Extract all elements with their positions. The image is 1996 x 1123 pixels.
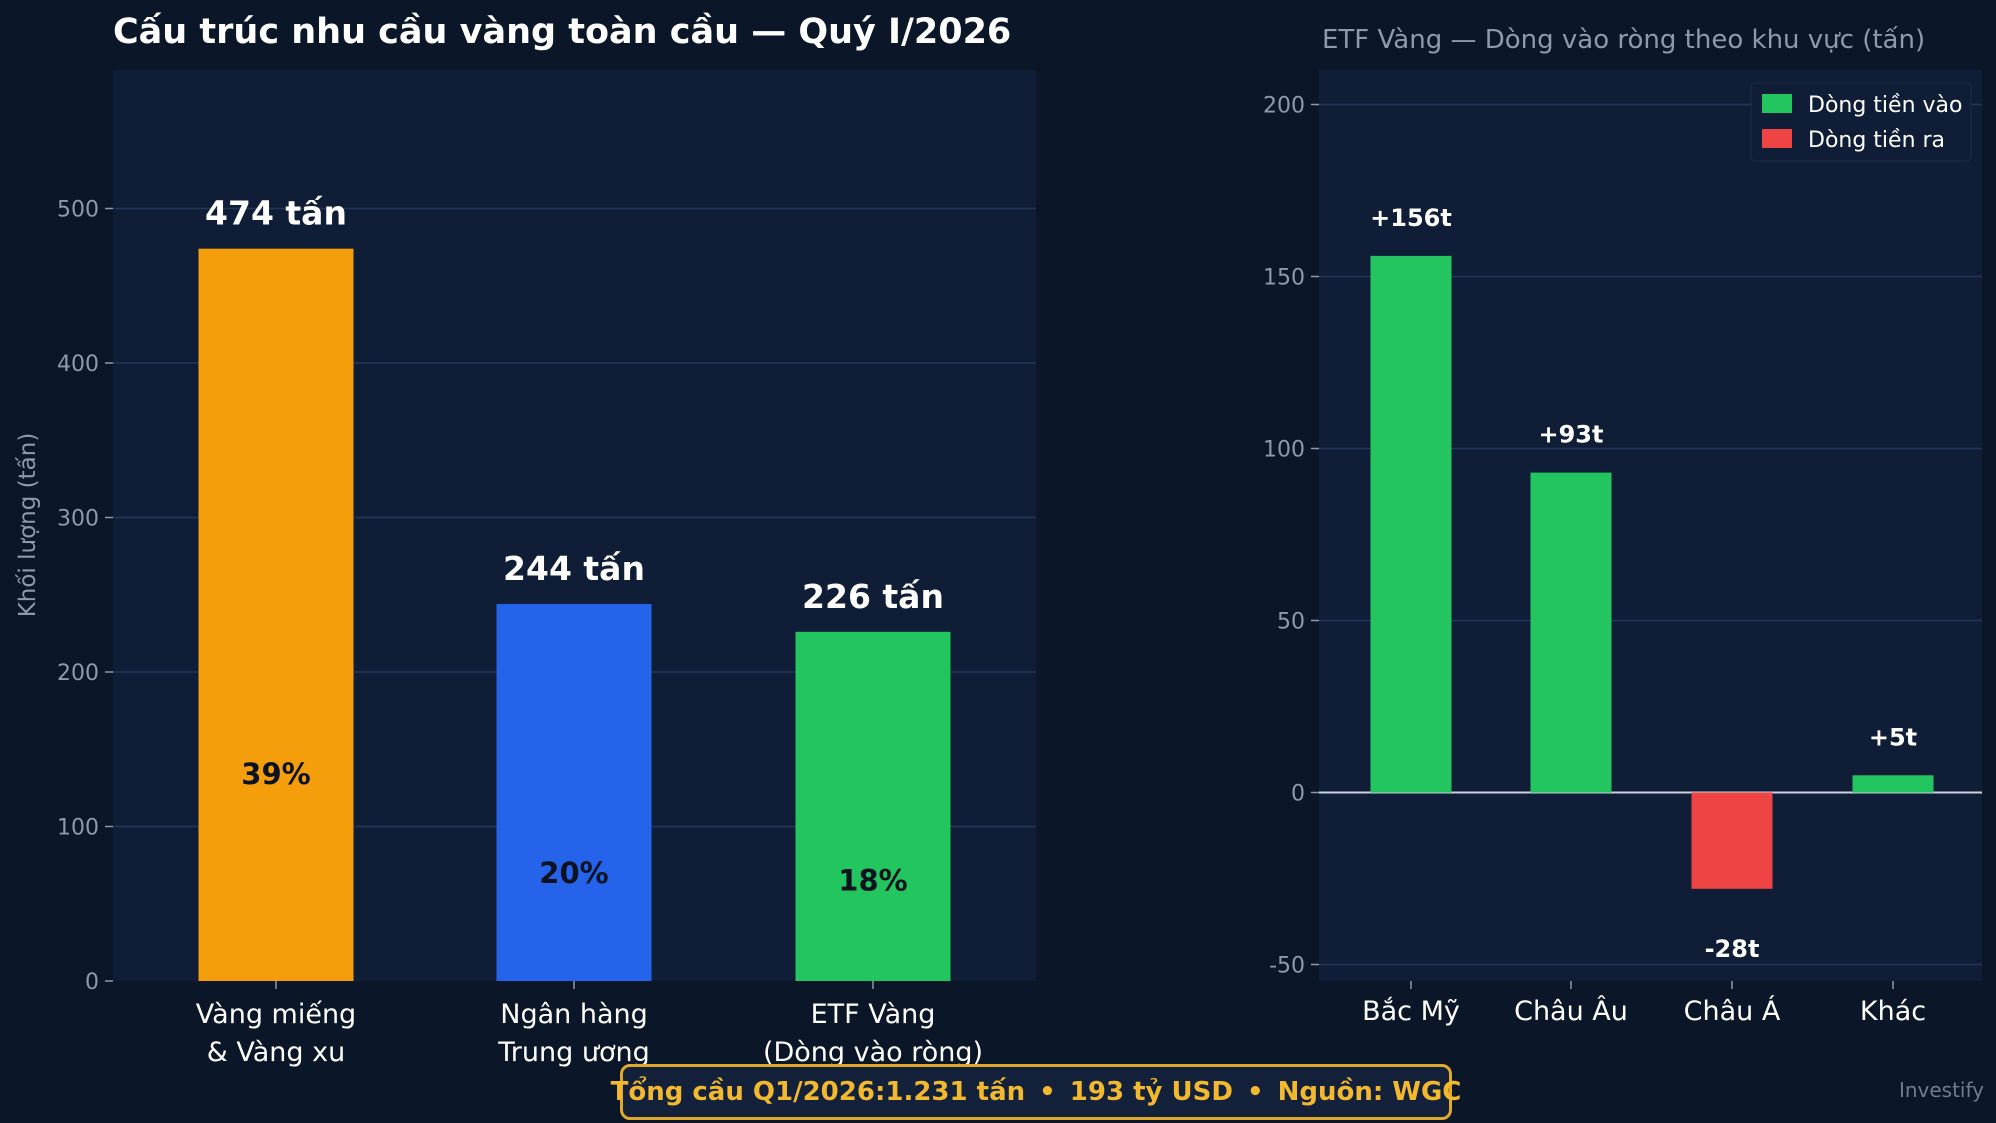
right-x-tick-label: Châu Á: [1684, 995, 1781, 1027]
left-x-tick-label: Vàng miếng: [196, 999, 356, 1030]
bar-value-label: 244 tấn: [503, 549, 645, 588]
bar-share-label: 20%: [539, 856, 608, 890]
right-y-axis: -50 0 50 100 150 200: [1263, 94, 1319, 979]
left-y-axis: 0 100 200 300 400 500: [57, 198, 113, 995]
left-y-tick-label: 300: [57, 507, 99, 532]
bar-2: [1691, 792, 1773, 889]
bar-value-label: 226 tấn: [802, 577, 944, 616]
bar-1: [496, 604, 652, 981]
bar-share-label: 39%: [241, 757, 310, 791]
bar-value-label: 474 tấn: [205, 194, 347, 233]
left-y-tick-label: 100: [57, 816, 99, 841]
legend-swatch-inflow: [1762, 94, 1792, 113]
left-y-tick-label: 500: [57, 198, 99, 223]
left-y-axis-label: Khối lượng (tấn): [15, 433, 41, 618]
legend-label-outflow: Dòng tiền ra: [1808, 128, 1945, 153]
legend-label-inflow: Dòng tiền vào: [1808, 93, 1962, 118]
right-y-tick-label: 50: [1277, 610, 1305, 635]
footer-separator: •: [1246, 1077, 1264, 1107]
footer-separator: •: [1039, 1077, 1056, 1107]
right-x-axis: Bắc Mỹ Châu Âu Châu Á Khác: [1362, 981, 1926, 1027]
left-x-tick-label: ETF Vàng: [811, 999, 936, 1030]
left-x-tick-label: (Dòng vào ròng): [763, 1037, 983, 1068]
right-bars: +156t +93t -28t +5t: [1370, 204, 1934, 963]
demand-structure-chart: 0 100 200 300 400 500 474 tấn 39% 244 tấn 20% 226…: [15, 11, 1036, 1068]
right-y-tick-label: 100: [1263, 438, 1305, 463]
left-y-tick-label: 0: [85, 970, 99, 995]
left-x-tick-label: Ngân hàng: [500, 999, 648, 1030]
legend: Dòng tiền vào Dòng tiền ra: [1750, 82, 1972, 162]
bar-value-label: +5t: [1869, 723, 1917, 751]
brand-watermark: Investify: [1898, 1078, 1984, 1102]
footer-value-usd: 193 tỷ USD: [1069, 1077, 1233, 1107]
footer-source: Nguồn: WGC: [1277, 1077, 1462, 1107]
right-y-tick-label: -50: [1269, 954, 1305, 979]
right-x-tick-label: Khác: [1860, 996, 1926, 1027]
summary-footer: Tổng cầu Q1/2026: 1.231 tấn • 193 tỷ USD…: [611, 1064, 1461, 1120]
left-bars: 474 tấn 39% 244 tấn 20% 226 tấn 18%: [198, 194, 951, 982]
left-y-tick-label: 200: [57, 661, 99, 686]
bar-0: [1370, 255, 1452, 793]
right-y-tick-label: 200: [1263, 94, 1305, 119]
bar-share-label: 18%: [838, 864, 907, 898]
right-y-tick-label: 0: [1291, 782, 1305, 807]
bar-value-label: +156t: [1370, 204, 1452, 232]
right-x-tick-label: Bắc Mỹ: [1362, 996, 1460, 1027]
bar-3: [1852, 775, 1934, 793]
left-x-axis: Vàng miếng & Vàng xu Ngân hàng Trung ương ET…: [196, 981, 983, 1068]
right-x-tick-label: Châu Âu: [1514, 995, 1628, 1027]
left-chart-title: Cấu trúc nhu cầu vàng toàn cầu — Quý I/2…: [113, 11, 1011, 52]
etf-flow-chart: -50 0 50 100 150 200 +156t +93t -28t +5t Bắc Mỹ C…: [1263, 25, 1982, 1027]
right-y-tick-label: 150: [1263, 266, 1305, 291]
bar-0: [198, 248, 354, 982]
left-x-tick-label: & Vàng xu: [207, 1037, 345, 1068]
footer-total-value: 1.231 tấn: [885, 1077, 1026, 1107]
left-y-tick-label: 400: [57, 352, 99, 377]
legend-frame: [1750, 82, 1972, 162]
left-x-tick-label: Trung ương: [497, 1037, 649, 1068]
bar-1: [1530, 472, 1612, 793]
bar-2: [795, 631, 951, 981]
bar-value-label: -28t: [1705, 935, 1760, 963]
bar-value-label: +93t: [1539, 421, 1604, 449]
right-chart-title: ETF Vàng — Dòng vào ròng theo khu vực (t…: [1322, 25, 1925, 55]
legend-swatch-outflow: [1762, 129, 1792, 148]
footer-total-label: Tổng cầu Q1/2026:: [610, 1077, 886, 1107]
